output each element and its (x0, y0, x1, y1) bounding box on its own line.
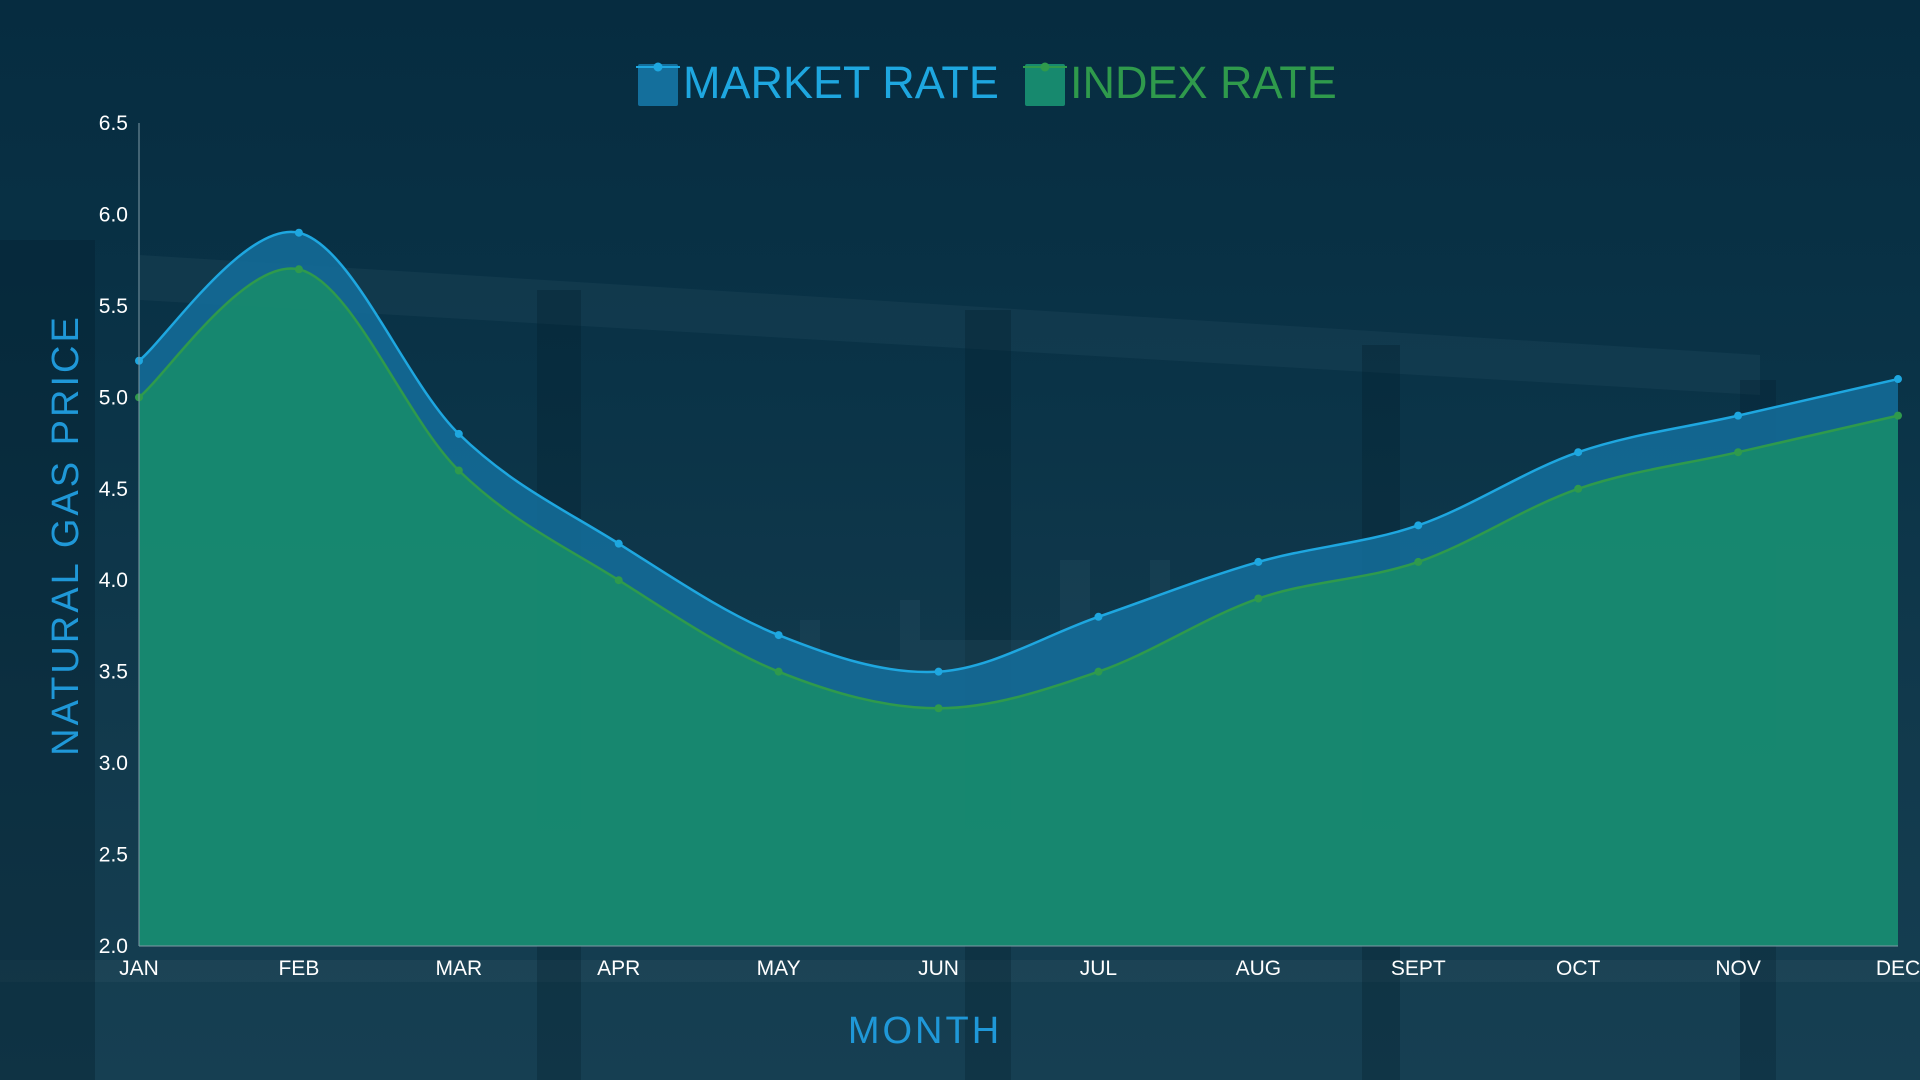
x-tick-label: NOV (1715, 957, 1761, 980)
legend-swatch-market-rate (638, 64, 678, 106)
y-tick-label: 5.5 (99, 295, 128, 318)
point-index-rate[interactable] (1894, 411, 1902, 420)
legend-marker-market-rate (653, 62, 663, 72)
x-axis-ticks: JAN FEB MAR APR MAY JUN JUL AUG SEPT OCT NOV DEC (119, 957, 1920, 980)
point-index-rate[interactable] (614, 576, 623, 585)
x-tick-label: SEPT (1391, 957, 1446, 980)
y-tick-label: 5.0 (99, 386, 128, 409)
point-index-rate[interactable] (1094, 667, 1103, 676)
point-index-rate[interactable] (1574, 484, 1583, 493)
x-tick-label: OCT (1556, 957, 1601, 980)
point-market-rate[interactable] (1094, 612, 1103, 621)
bg-ceiling-beam (140, 255, 1760, 395)
x-tick-label: DEC (1876, 957, 1920, 980)
point-market-rate[interactable] (614, 539, 623, 548)
legend-item-index-rate: INDEX RATE (1023, 57, 1337, 108)
point-market-rate[interactable] (454, 429, 463, 438)
point-index-rate[interactable] (1414, 557, 1423, 566)
point-market-rate[interactable] (774, 631, 783, 640)
point-market-rate[interactable] (1414, 521, 1423, 530)
x-tick-label: JUN (918, 957, 959, 980)
point-index-rate[interactable] (294, 265, 303, 274)
point-index-rate[interactable] (1734, 448, 1743, 457)
y-tick-label: 2.0 (99, 935, 128, 958)
legend-swatch-index-rate (1025, 64, 1065, 106)
point-index-rate[interactable] (774, 667, 783, 676)
point-market-rate[interactable] (934, 667, 943, 676)
bg-window-frame (0, 960, 1920, 982)
x-axis-title: MONTH (848, 1010, 1002, 1052)
x-tick-label: APR (597, 957, 640, 980)
legend-marker-index-rate (1040, 62, 1050, 72)
legend: MARKET RATE INDEX RATE (636, 57, 1337, 108)
y-tick-label: 4.0 (99, 569, 128, 592)
legend-label-index-rate: INDEX RATE (1070, 57, 1337, 108)
y-tick-label: 3.5 (99, 661, 128, 684)
point-market-rate[interactable] (1574, 448, 1583, 457)
y-tick-label: 2.5 (99, 844, 128, 867)
x-tick-label: FEB (278, 957, 319, 980)
x-tick-label: MAY (757, 957, 801, 980)
area-index-rate (139, 268, 1898, 947)
point-market-rate[interactable] (1894, 375, 1902, 384)
bg-left-pillar (0, 240, 95, 1080)
y-axis-ticks: 2.0 2.5 3.0 3.5 4.0 4.5 5.0 5.5 6.0 6.5 (99, 112, 128, 958)
y-axis-title: NATURAL GAS PRICE (45, 314, 87, 756)
x-tick-label: JUL (1080, 957, 1117, 980)
point-index-rate[interactable] (1254, 594, 1263, 603)
point-market-rate[interactable] (1254, 557, 1263, 566)
plot-area (135, 228, 1902, 947)
point-market-rate[interactable] (1734, 411, 1743, 420)
point-index-rate[interactable] (454, 466, 463, 475)
x-tick-label: AUG (1236, 957, 1282, 980)
point-market-rate[interactable] (294, 228, 303, 237)
y-tick-label: 6.5 (99, 112, 128, 135)
x-tick-label: JAN (119, 957, 159, 980)
y-tick-label: 6.0 (99, 203, 128, 226)
legend-item-market-rate: MARKET RATE (636, 57, 999, 108)
x-tick-label: MAR (435, 957, 482, 980)
y-tick-label: 3.0 (99, 752, 128, 775)
point-index-rate[interactable] (934, 704, 943, 713)
y-tick-label: 4.5 (99, 478, 128, 501)
legend-label-market-rate: MARKET RATE (683, 57, 999, 108)
